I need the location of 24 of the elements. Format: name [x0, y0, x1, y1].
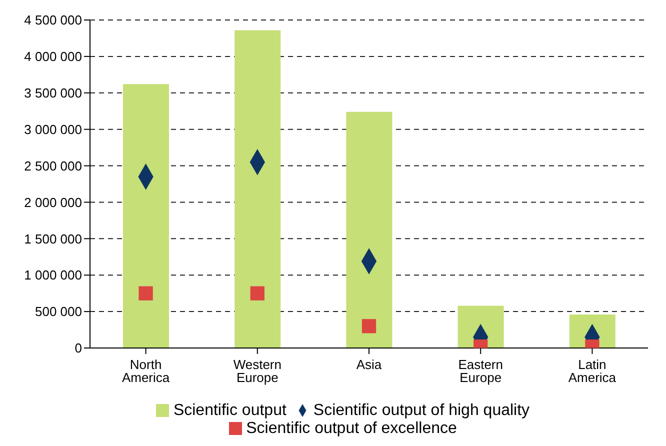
y-tick-label: 2 500 000 [24, 158, 82, 174]
legend-label: Scientific output of excellence [246, 420, 457, 437]
y-tick-label: 4 000 000 [24, 49, 82, 64]
x-tick-label: Eastern Europe [458, 357, 504, 386]
legend-label: Scientific output of high quality [313, 402, 530, 419]
y-tick-label: 3 000 000 [24, 122, 82, 137]
legend-label: Scientific output [173, 402, 286, 419]
x-tick-label: Latin America [568, 357, 617, 386]
x-tick-label: Western Europe [233, 357, 282, 386]
y-tick-label: 2 000 000 [24, 194, 82, 210]
bar [123, 84, 169, 348]
y-tick-label: 1 500 000 [24, 231, 82, 246]
bar [234, 30, 281, 348]
y-tick-label: 3 500 000 [24, 86, 82, 101]
y-tick-label: 4 500 000 [24, 12, 82, 28]
x-tick-label: Asia [356, 357, 382, 372]
bar [346, 112, 392, 348]
x-tick-label: North America [122, 357, 170, 386]
point [362, 319, 376, 334]
y-tick-label: 1 000 000 [24, 268, 82, 283]
y-tick-label: 0 [74, 340, 82, 356]
point [138, 286, 153, 300]
y-tick-label: 500 000 [35, 304, 82, 320]
point [250, 286, 264, 300]
